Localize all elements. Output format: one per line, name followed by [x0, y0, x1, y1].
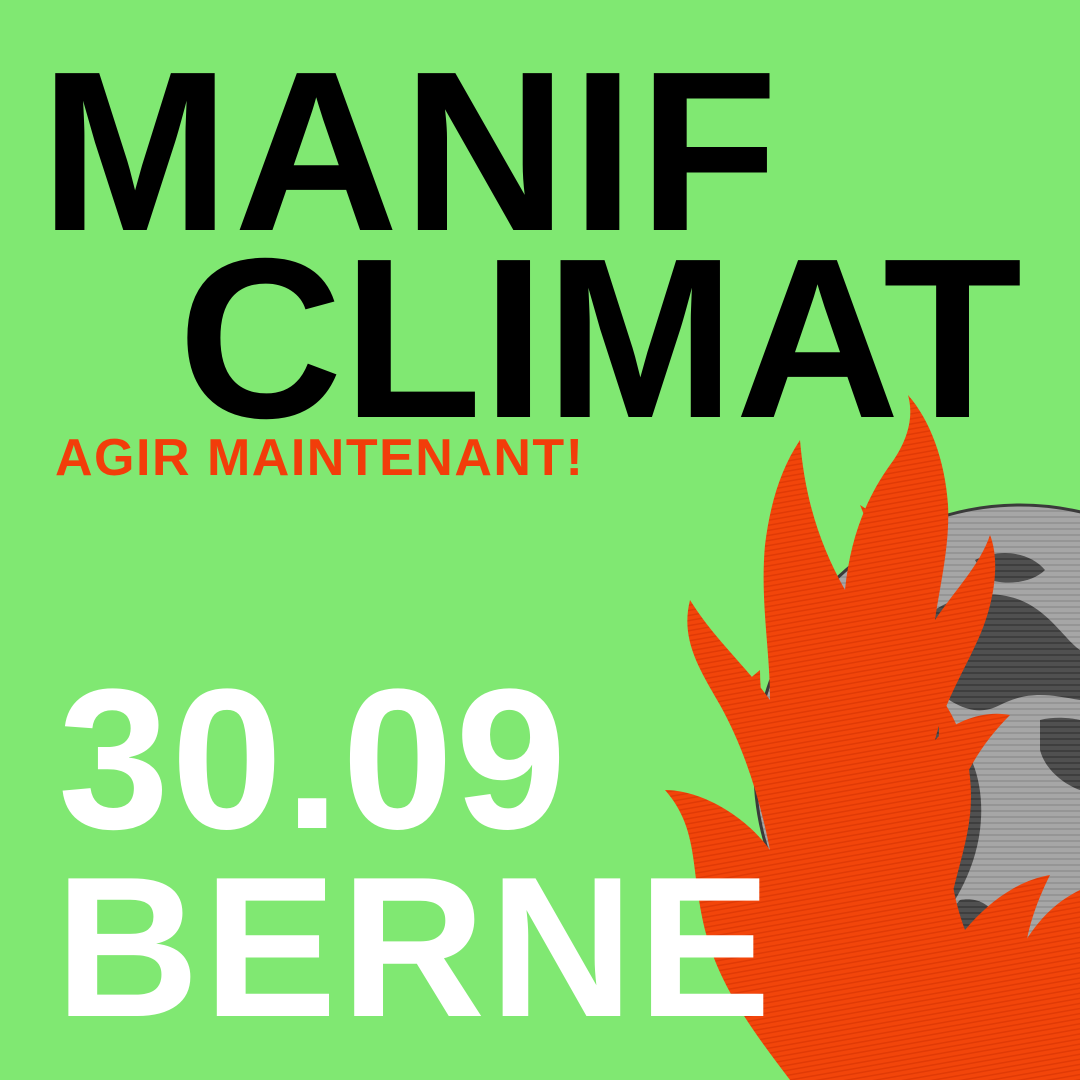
- flame-icon: [665, 395, 1080, 1080]
- headline-line-1: MANIF: [40, 25, 782, 279]
- tagline: AGIR MAINTENANT!: [55, 429, 585, 487]
- headline-line-2: CLIMAT: [178, 212, 1023, 466]
- event-city: BERNE: [55, 836, 776, 1059]
- event-date: 30.09: [58, 648, 569, 871]
